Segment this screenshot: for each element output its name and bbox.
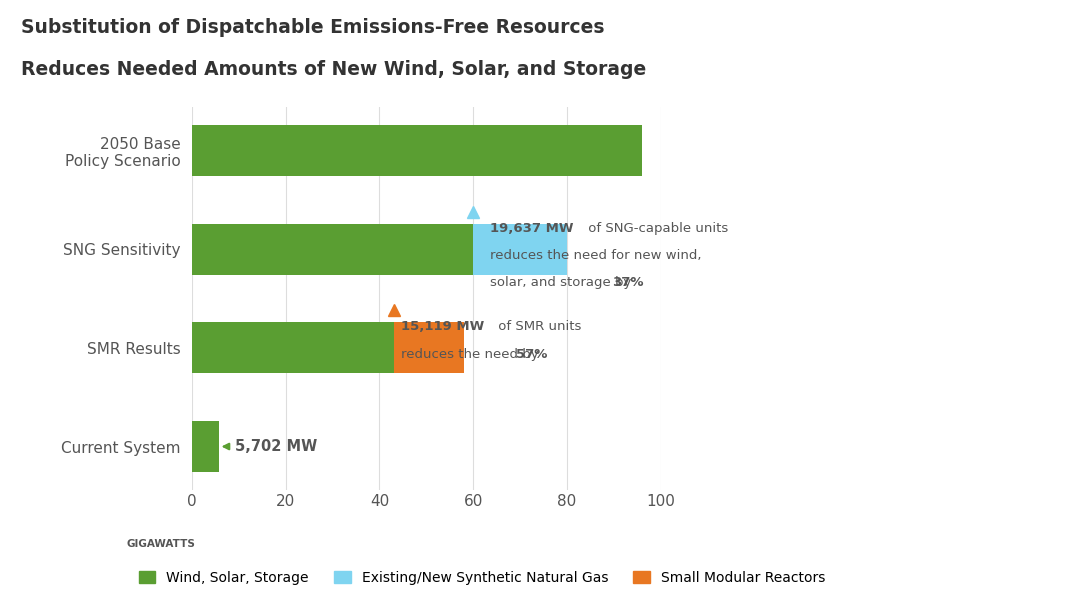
Text: reduces the need by: reduces the need by (401, 348, 543, 361)
Bar (192, 322, 393, 374)
Text: GIGAWATTS: GIGAWATTS (126, 539, 195, 549)
Text: Substitution of Dispatchable Emissions-Free Resources: Substitution of Dispatchable Emissions-F… (21, 18, 604, 37)
Text: 57%: 57% (516, 348, 547, 361)
Bar (192, 223, 473, 275)
Text: 15,119 MW: 15,119 MW (401, 320, 484, 333)
Text: 5,702 MW: 5,702 MW (235, 439, 318, 454)
Bar (473, 223, 567, 275)
Text: of SMR units: of SMR units (495, 320, 582, 333)
Text: 37%: 37% (612, 276, 644, 289)
Bar (192, 421, 219, 472)
Legend: Wind, Solar, Storage, Existing/New Synthetic Natural Gas, Small Modular Reactors: Wind, Solar, Storage, Existing/New Synth… (133, 565, 831, 590)
Bar (192, 125, 642, 176)
Text: 19,637 MW: 19,637 MW (489, 221, 574, 235)
Text: reduces the need for new wind,: reduces the need for new wind, (489, 249, 701, 262)
Bar (393, 322, 465, 374)
Text: solar, and storage by: solar, and storage by (489, 276, 635, 289)
Text: Reduces Needed Amounts of New Wind, Solar, and Storage: Reduces Needed Amounts of New Wind, Sola… (21, 60, 647, 79)
Text: of SNG-capable units: of SNG-capable units (583, 221, 728, 235)
